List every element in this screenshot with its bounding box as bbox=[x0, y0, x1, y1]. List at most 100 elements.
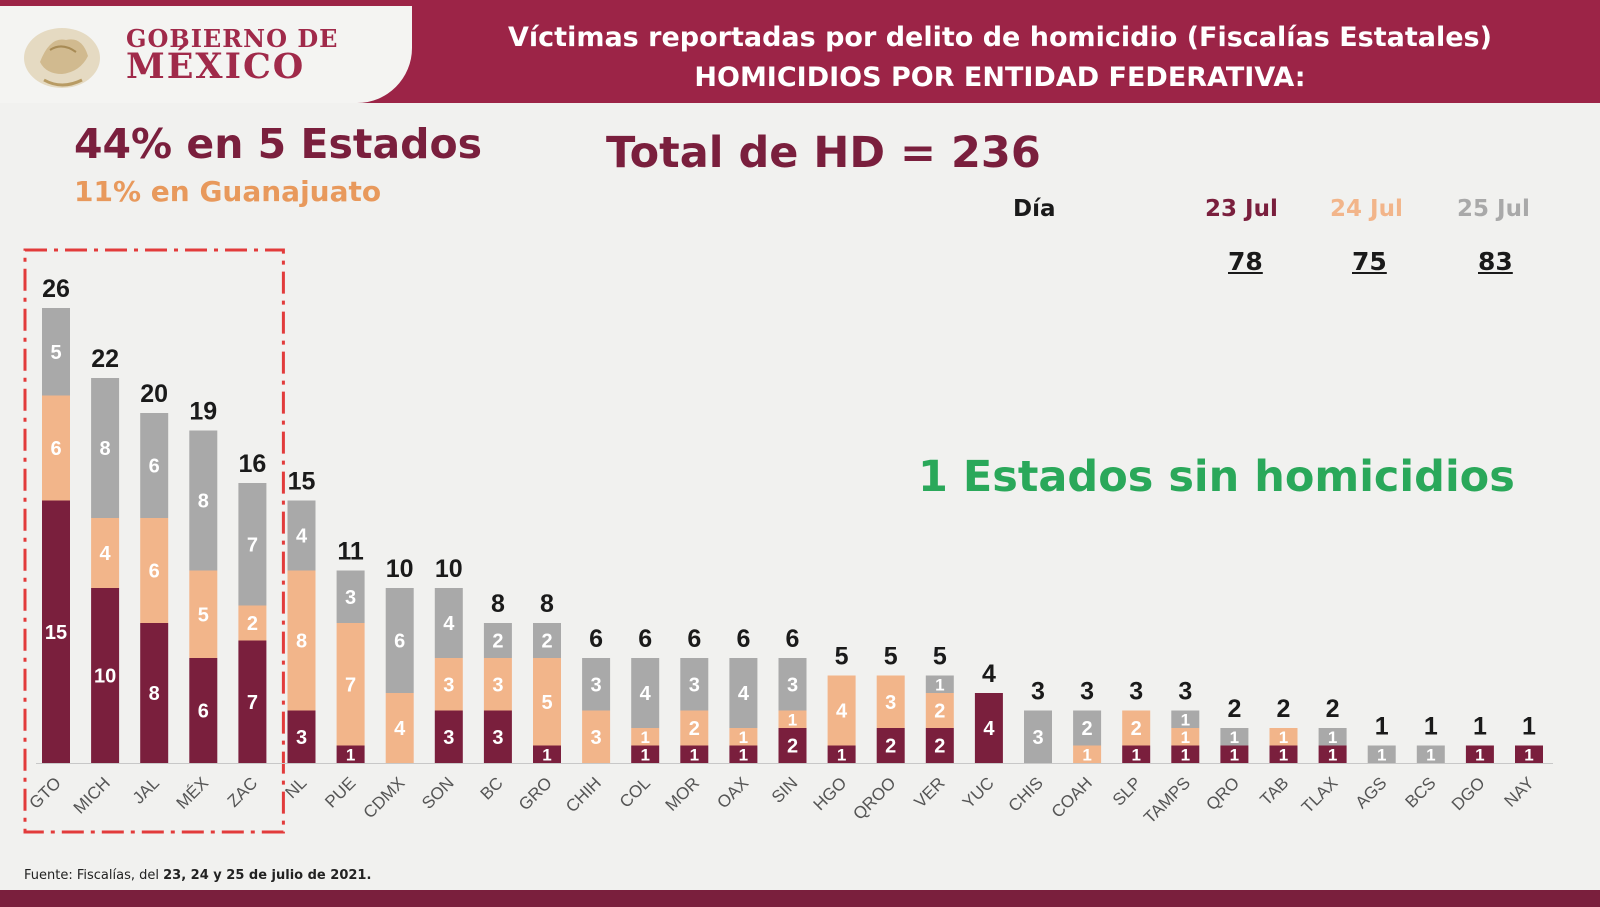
bar-segment-ver-1 bbox=[925, 728, 954, 763]
bar-total-label: 19 bbox=[189, 398, 217, 426]
day-23-total: 78 bbox=[1228, 247, 1263, 276]
bar-segment-chih-2 bbox=[582, 710, 611, 763]
bar-total-label: 20 bbox=[140, 380, 168, 408]
bar-segment-zac-3 bbox=[238, 483, 267, 606]
segment-label: 4 bbox=[738, 683, 750, 705]
segment-label: 1 bbox=[640, 745, 649, 764]
bar-segment-tab-2 bbox=[1269, 728, 1298, 746]
segment-label: 2 bbox=[885, 736, 896, 758]
segment-label: 1 bbox=[640, 728, 649, 747]
bar-segment-gto-3 bbox=[42, 308, 70, 396]
bar-segment-bcs-3 bbox=[1416, 745, 1445, 763]
footer-bar bbox=[0, 890, 1600, 907]
segment-label: 3 bbox=[591, 727, 602, 749]
bar-segment-mor-1 bbox=[680, 745, 709, 763]
segment-label: 3 bbox=[345, 587, 356, 609]
source-dates: 23, 24 y 25 de julio de 2021. bbox=[163, 868, 372, 883]
bar-total-label: 10 bbox=[386, 555, 414, 583]
segment-label: 1 bbox=[1230, 728, 1239, 747]
bar-segment-tamps-1 bbox=[1171, 745, 1200, 763]
bar-segment-jal-2 bbox=[140, 518, 169, 623]
category-label: JAL bbox=[129, 773, 163, 807]
category-label: CHIH bbox=[562, 773, 605, 816]
category-label: CDMX bbox=[360, 773, 409, 822]
bar-segment-mich-2 bbox=[91, 518, 120, 588]
segment-label: 2 bbox=[541, 631, 552, 653]
segment-label: 2 bbox=[1082, 718, 1093, 740]
segment-label: 4 bbox=[983, 718, 995, 740]
segment-label: 6 bbox=[149, 456, 160, 478]
segment-label: 3 bbox=[443, 674, 454, 696]
category-label: VER bbox=[910, 773, 948, 811]
bar-segment-ver-3 bbox=[925, 675, 954, 693]
bar-total-label: 4 bbox=[982, 660, 996, 688]
category-label: SIN bbox=[768, 773, 801, 806]
segment-label: 4 bbox=[443, 613, 455, 635]
bar-segment-tlax-1 bbox=[1318, 745, 1347, 763]
segment-label: 3 bbox=[492, 674, 503, 696]
bar-total-label: 2 bbox=[1277, 695, 1291, 723]
bar-segment-nl-1 bbox=[287, 710, 316, 763]
logo-text-line2: MÉXICO bbox=[126, 46, 306, 87]
segment-label: 7 bbox=[247, 692, 258, 714]
bar-segment-jal-3 bbox=[140, 413, 169, 518]
category-label: YUC bbox=[959, 773, 998, 812]
category-label: ZAC bbox=[224, 773, 261, 810]
bar-segment-pue-2 bbox=[336, 623, 365, 746]
segment-label: 3 bbox=[1032, 727, 1043, 749]
segment-label: 7 bbox=[247, 534, 258, 556]
segment-label: 2 bbox=[1131, 718, 1142, 740]
logo-panel bbox=[0, 6, 412, 103]
segment-label: 3 bbox=[885, 692, 896, 714]
bar-total-label: 1 bbox=[1375, 713, 1389, 741]
day-23-label: 23 Jul bbox=[1205, 196, 1278, 222]
category-label: PUE bbox=[321, 773, 359, 811]
segment-label: 6 bbox=[149, 561, 160, 583]
bar-total-label: 5 bbox=[835, 643, 849, 671]
category-label: OAX bbox=[713, 773, 752, 812]
segment-label: 2 bbox=[689, 718, 700, 740]
bar-total-label: 2 bbox=[1227, 695, 1241, 723]
segment-label: 4 bbox=[836, 701, 848, 723]
segment-label: 1 bbox=[690, 745, 699, 764]
bar-segment-pue-1 bbox=[336, 745, 365, 763]
bar-segment-sin-2 bbox=[778, 710, 807, 728]
category-label: AGS bbox=[1352, 773, 1391, 812]
bar-segment-tamps-2 bbox=[1171, 728, 1200, 746]
segment-label: 8 bbox=[198, 491, 209, 513]
segment-label: 1 bbox=[1131, 745, 1140, 764]
bar-segment-qro-3 bbox=[1220, 728, 1249, 746]
bar-segment-qroo-2 bbox=[876, 675, 905, 728]
segment-label: 1 bbox=[1279, 745, 1288, 764]
bar-segment-gro-2 bbox=[533, 658, 561, 746]
bar-segment-oax-3 bbox=[729, 658, 758, 728]
segment-label: 1 bbox=[1181, 710, 1190, 729]
bar-segment-gto-1 bbox=[42, 500, 70, 763]
bar-segment-bc-1 bbox=[483, 710, 512, 763]
bar-total-label: 11 bbox=[337, 538, 364, 566]
segment-label: 1 bbox=[935, 675, 944, 694]
segment-label: 10 bbox=[94, 666, 116, 688]
bar-segment-bc-2 bbox=[483, 658, 512, 711]
bar-segment-cdmx-3 bbox=[385, 588, 414, 693]
category-label: HGO bbox=[810, 773, 851, 814]
bar-total-label: 22 bbox=[91, 345, 119, 373]
bar-segment-tamps-3 bbox=[1171, 710, 1200, 728]
segment-label: 3 bbox=[296, 727, 307, 749]
category-label: QRO bbox=[1202, 773, 1243, 814]
category-label: MOR bbox=[662, 773, 703, 814]
bar-segment-chih-3 bbox=[582, 658, 611, 711]
bar-segment-son-3 bbox=[434, 588, 463, 658]
bar-segment-yuc-1 bbox=[974, 693, 1003, 763]
bar-segment-bc-3 bbox=[483, 623, 512, 658]
segment-label: 6 bbox=[394, 631, 405, 653]
page-title: Víctimas reportadas por delito de homici… bbox=[508, 22, 1492, 53]
bar-segment-zac-2 bbox=[238, 605, 267, 641]
segment-label: 15 bbox=[45, 622, 67, 644]
segment-label: 1 bbox=[1328, 728, 1337, 747]
source-prefix: Fuente: Fiscalías, del bbox=[24, 868, 164, 883]
bar-total-label: 8 bbox=[540, 590, 554, 618]
bar-total-label: 6 bbox=[736, 625, 750, 653]
